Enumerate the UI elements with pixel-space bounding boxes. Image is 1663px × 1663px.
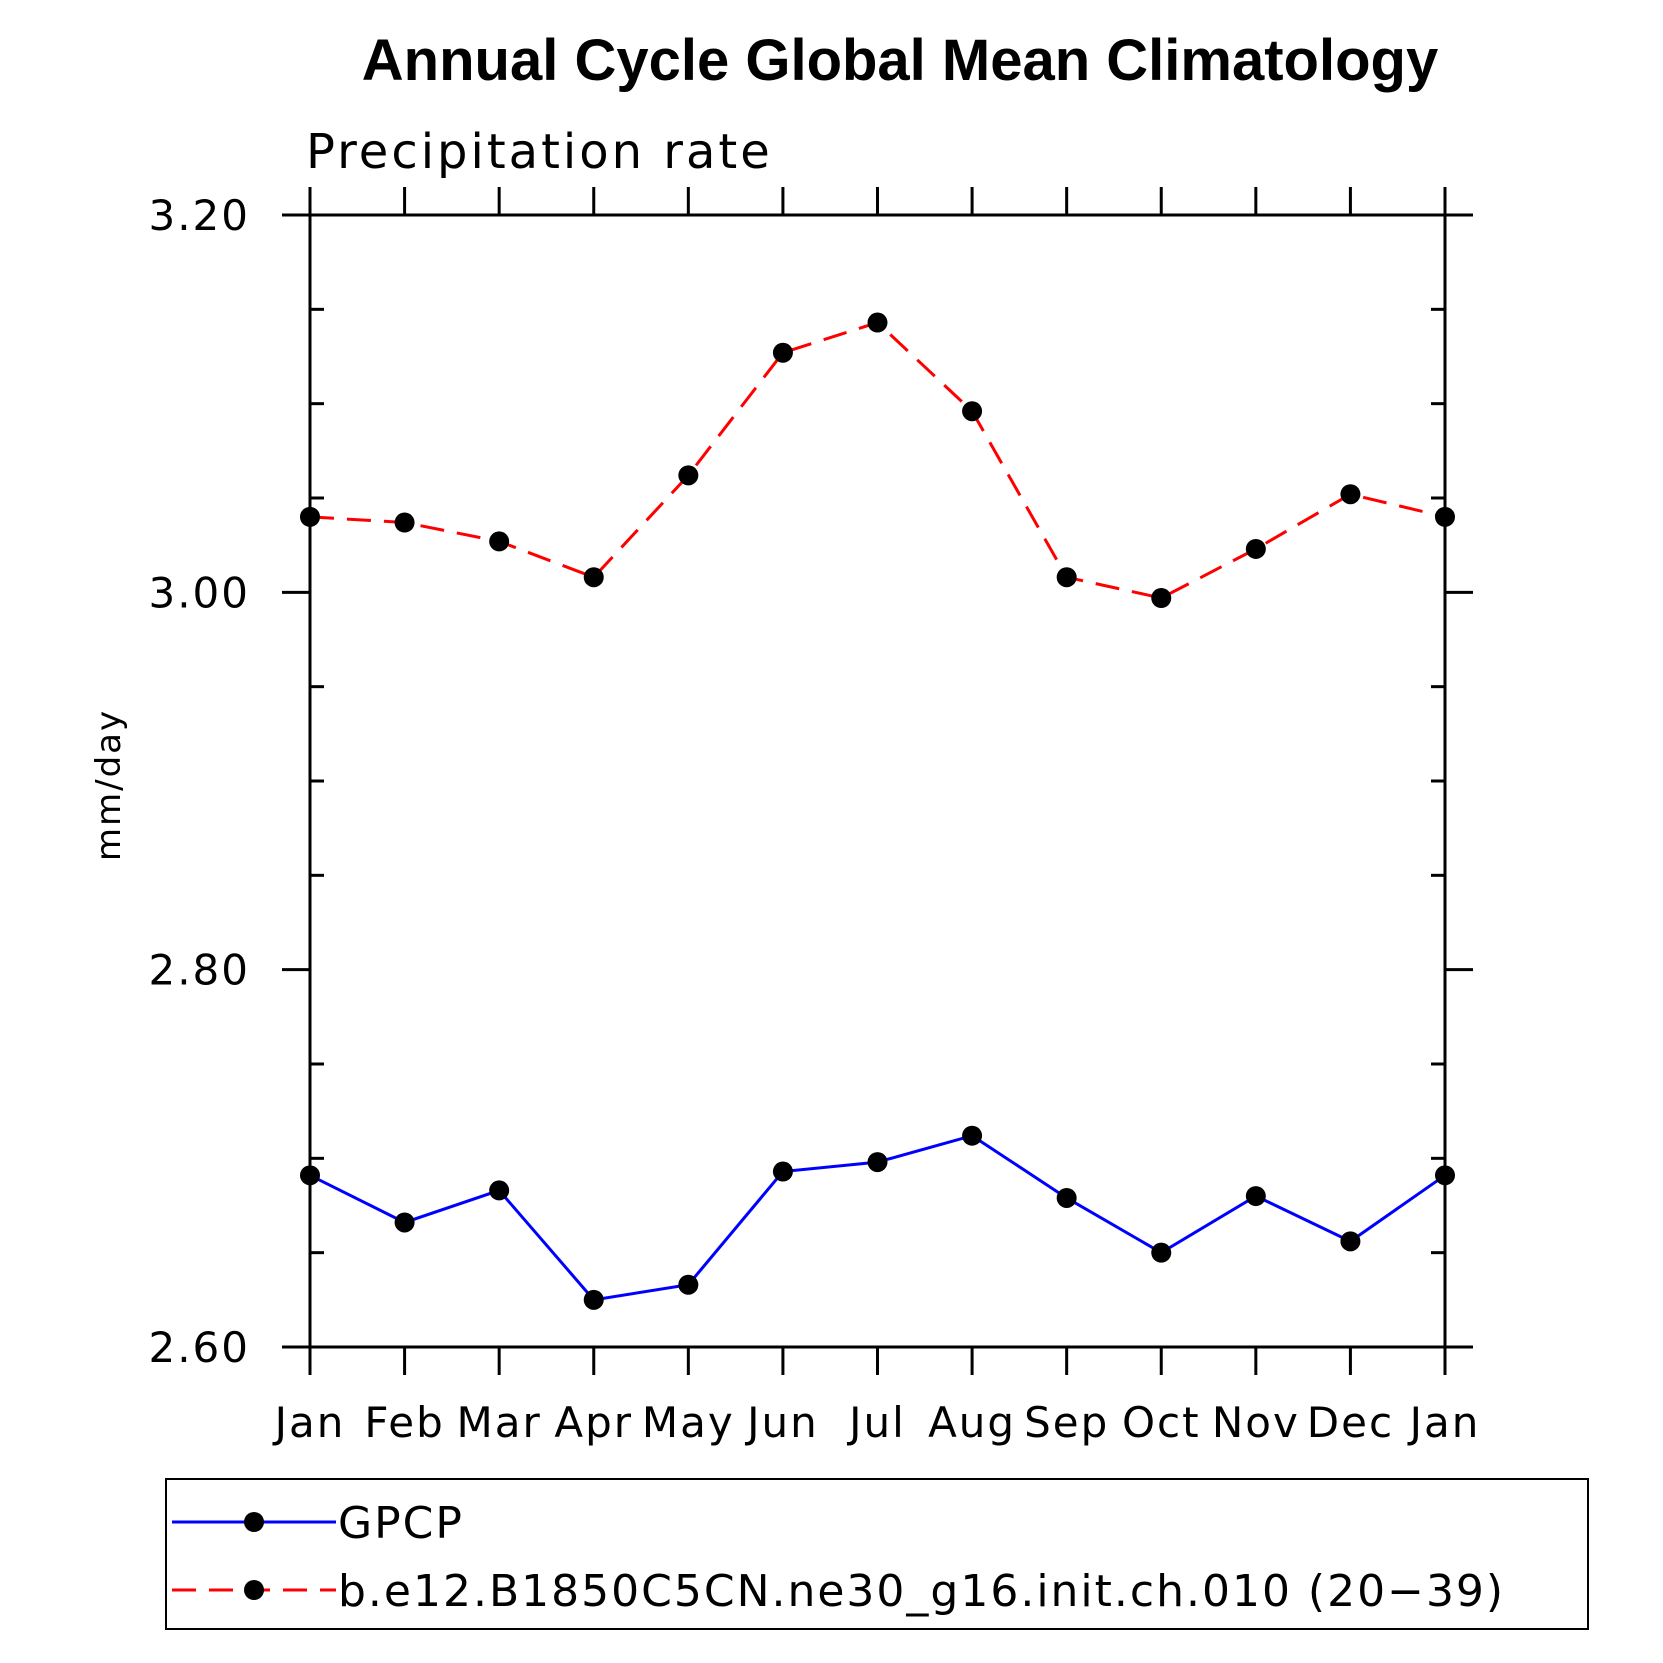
series-2-point bbox=[1151, 587, 1172, 608]
chart-subtitle: Precipitation rate bbox=[306, 124, 773, 180]
series-1-point bbox=[394, 1212, 415, 1233]
x-tick-label: Jan bbox=[272, 1398, 346, 1447]
series-1-point bbox=[583, 1289, 604, 1310]
x-tick-label: Oct bbox=[1122, 1398, 1201, 1447]
plot-frame bbox=[308, 213, 1447, 1349]
y-tick-label: 3.20 bbox=[148, 191, 250, 240]
series-1-point bbox=[1151, 1242, 1172, 1263]
y-tick-label: 3.00 bbox=[148, 568, 250, 617]
series-layer bbox=[300, 312, 1455, 1310]
series-2-point bbox=[1245, 538, 1266, 559]
series-1-point bbox=[1245, 1186, 1266, 1207]
series-2-point bbox=[300, 506, 320, 527]
series-1-point bbox=[1435, 1165, 1455, 1186]
series-1-point bbox=[1340, 1231, 1361, 1252]
series-2-point bbox=[1340, 484, 1361, 505]
legend-box bbox=[165, 1478, 1589, 1630]
x-tick-label: Jan bbox=[1407, 1398, 1481, 1447]
series-1-point bbox=[678, 1274, 699, 1295]
x-tick-label: Jul bbox=[846, 1398, 906, 1447]
series-2-point bbox=[678, 465, 699, 486]
series-2-point bbox=[772, 342, 793, 363]
series-1-point bbox=[1056, 1187, 1077, 1208]
legend: GPCP b.e12.B1850C5CN.ne30_g16.init.ch.010… bbox=[165, 1478, 1589, 1630]
series-2-point bbox=[583, 567, 604, 588]
chart-title: Annual Cycle Global Mean Climatology bbox=[362, 28, 1438, 93]
series-2-point bbox=[489, 531, 510, 552]
x-tick-label: Sep bbox=[1024, 1398, 1109, 1447]
series-2-point bbox=[962, 401, 983, 422]
y-tick-label: 2.80 bbox=[148, 946, 250, 995]
legend-marker-1 bbox=[244, 1512, 264, 1532]
legend-items: GPCP b.e12.B1850C5CN.ne30_g16.init.ch.010… bbox=[172, 1498, 1505, 1617]
x-tick-label: May bbox=[642, 1398, 735, 1447]
series-line-2 bbox=[309, 320, 1446, 600]
x-tick-label: Apr bbox=[554, 1398, 633, 1447]
y-tick-label: 2.60 bbox=[148, 1323, 250, 1372]
x-tick-label: Jun bbox=[744, 1398, 819, 1447]
legend-label-1: GPCP bbox=[338, 1498, 464, 1549]
axis-ticks bbox=[282, 187, 1473, 1375]
series-2-point bbox=[867, 312, 888, 333]
legend-label-2: b.e12.B1850C5CN.ne30_g16.init.ch.010 (20… bbox=[338, 1566, 1505, 1617]
series-2-point bbox=[1435, 506, 1455, 527]
series-1-point bbox=[300, 1165, 320, 1186]
series-1-point bbox=[962, 1125, 983, 1146]
series-1-point bbox=[489, 1180, 510, 1201]
y-axis-label: mm/day bbox=[89, 709, 129, 861]
series-1-point bbox=[867, 1152, 888, 1173]
series-2-point bbox=[394, 512, 415, 533]
x-tick-label: Mar bbox=[457, 1398, 542, 1447]
series-1-point bbox=[772, 1161, 793, 1182]
legend-marker-2 bbox=[244, 1580, 264, 1600]
series-2-point bbox=[1056, 567, 1077, 588]
x-tick-label: Dec bbox=[1307, 1398, 1394, 1447]
x-tick-label: Aug bbox=[928, 1398, 1016, 1447]
x-tick-label: Nov bbox=[1212, 1398, 1300, 1447]
tick-labels: Jan Feb Mar Apr May Jun Jul Aug Sep Oct Nov Dec Jan 2… bbox=[148, 191, 1481, 1447]
x-tick-label: Feb bbox=[364, 1398, 444, 1447]
